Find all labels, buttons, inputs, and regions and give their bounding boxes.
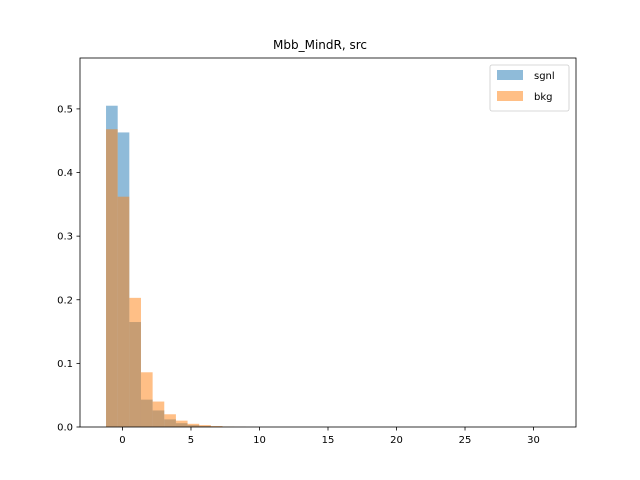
legend-swatch-sgnl bbox=[497, 70, 523, 80]
bar-bkg-0 bbox=[106, 129, 118, 427]
y-tick-label: 0.2 bbox=[57, 295, 73, 306]
x-axis: 0 5 10 15 20 25 30 bbox=[119, 427, 540, 446]
x-tick-label: 10 bbox=[253, 435, 266, 446]
legend: sgnl bkg bbox=[489, 64, 570, 112]
y-tick-label: 0.1 bbox=[57, 359, 73, 370]
legend-label-bkg: bkg bbox=[534, 92, 553, 103]
bar-bkg-2 bbox=[129, 297, 141, 427]
bar-bkg-6 bbox=[175, 420, 188, 427]
bar-bkg-3 bbox=[140, 372, 153, 427]
x-tick-label: 25 bbox=[459, 435, 472, 446]
y-tick-label: 0.4 bbox=[57, 168, 73, 179]
bar-bkg-8 bbox=[199, 425, 211, 427]
x-tick-label: 30 bbox=[527, 435, 540, 446]
y-tick-label: 0.0 bbox=[57, 423, 73, 434]
x-tick-label: 0 bbox=[119, 435, 125, 446]
y-tick-label: 0.3 bbox=[57, 232, 73, 243]
legend-label-sgnl: sgnl bbox=[534, 71, 555, 82]
x-tick-label: 20 bbox=[390, 435, 403, 446]
bars-layer bbox=[106, 105, 246, 427]
plot-frame bbox=[79, 57, 577, 428]
bar-bkg-7 bbox=[187, 423, 200, 427]
legend-swatch-bkg bbox=[497, 91, 523, 101]
bar-bkg-4 bbox=[152, 401, 165, 427]
y-tick-label: 0.5 bbox=[57, 104, 73, 115]
bar-bkg-5 bbox=[164, 414, 176, 427]
x-tick-label: 5 bbox=[188, 435, 194, 446]
chart-title: Mbb_MindR, src bbox=[273, 38, 367, 52]
bar-bkg-9 bbox=[210, 426, 223, 427]
y-axis: 0.0 0.1 0.2 0.3 0.4 0.5 bbox=[57, 104, 80, 434]
x-tick-label: 15 bbox=[322, 435, 335, 446]
bar-bkg-1 bbox=[117, 196, 130, 427]
